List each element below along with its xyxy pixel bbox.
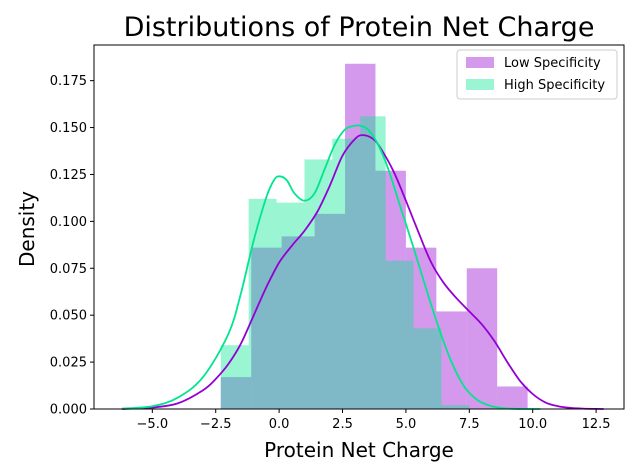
y-axis: 0.000 0.025 0.050 0.075 0.100 0.125 0.150 0.175 — [50, 74, 94, 418]
x-tick-label: 2.5 — [332, 417, 353, 432]
x-tick-label: 0.0 — [269, 417, 290, 432]
legend-box — [456, 49, 618, 100]
y-tick-label: 0.000 — [50, 403, 87, 418]
kde-curves — [121, 124, 604, 410]
y-tick-label: 0.050 — [50, 309, 87, 324]
chart-title: Distributions of Protein Net Charge — [124, 12, 595, 43]
y-tick-label: 0.100 — [50, 215, 87, 230]
histogram-bars — [220, 63, 528, 410]
bar-high-specificity-1 — [248, 198, 277, 409]
bar-high-specificity-2 — [276, 202, 305, 409]
x-axis: −5.0 −2.5 0.0 2.5 5.0 7.5 10.0 12.5 — [137, 409, 611, 432]
legend-label-low-specificity: Low Specificity — [504, 56, 601, 71]
x-tick-label: −5.0 — [137, 417, 169, 432]
plot-frame — [93, 44, 625, 410]
bar-high-specificity-4 — [332, 138, 361, 409]
y-axis-title: Density — [15, 191, 39, 267]
kde-curve-high-specificity — [121, 124, 541, 410]
legend: Low Specificity High Specificity — [456, 49, 618, 100]
y-tick-label: 0.175 — [50, 74, 87, 89]
bar-low-specificity-0 — [220, 377, 252, 409]
bar-low-specificity-1 — [251, 247, 282, 409]
bar-high-specificity-8 — [441, 405, 470, 409]
bar-high-specificity-5 — [360, 116, 386, 410]
x-tick-label: 10.0 — [518, 417, 547, 432]
x-tick-label: 5.0 — [396, 417, 417, 432]
bar-low-specificity-2 — [281, 236, 315, 409]
bar-high-specificity-7 — [413, 328, 442, 409]
x-tick-label: 7.5 — [459, 417, 480, 432]
y-tick-label: 0.150 — [50, 121, 87, 136]
y-tick-label: 0.075 — [50, 262, 87, 277]
legend-swatch-high-specificity — [466, 79, 494, 90]
y-tick-label: 0.125 — [50, 168, 87, 183]
bar-high-specificity-3 — [304, 159, 333, 409]
x-tick-label: −2.5 — [200, 417, 232, 432]
legend-label-high-specificity: High Specificity — [504, 78, 605, 93]
bar-low-specificity-3 — [314, 213, 346, 409]
bar-low-specificity-9 — [497, 386, 528, 409]
x-axis-title: Protein Net Charge — [264, 438, 454, 462]
x-tick-label: 12.5 — [582, 417, 611, 432]
bar-low-specificity-4 — [345, 63, 376, 410]
bar-high-specificity-6 — [385, 260, 414, 409]
legend-swatch-low-specificity — [466, 57, 494, 68]
y-tick-label: 0.025 — [50, 356, 87, 371]
